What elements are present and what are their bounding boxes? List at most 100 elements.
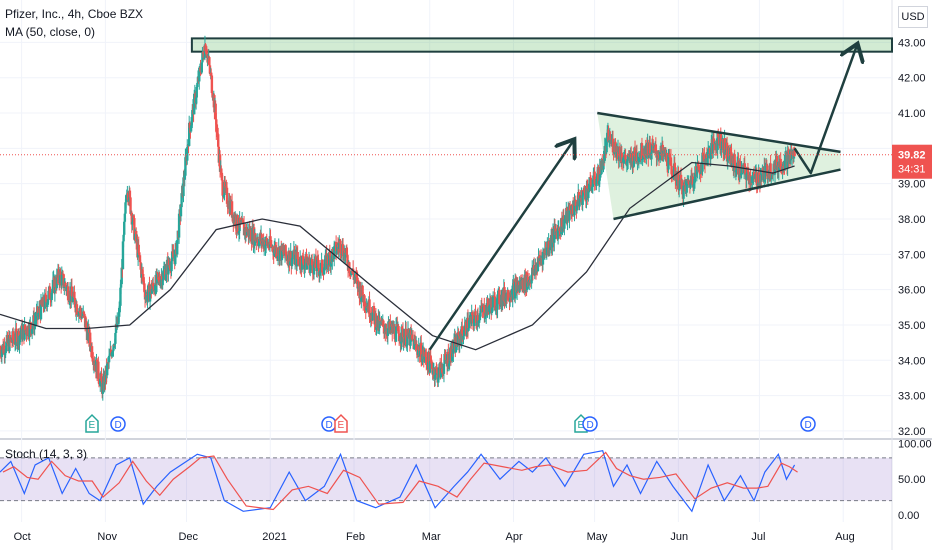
x-tick-label: Feb	[346, 531, 365, 543]
earnings-marker[interactable]	[334, 413, 348, 433]
candle	[370, 315, 373, 319]
candle	[444, 355, 448, 361]
candle	[673, 163, 676, 168]
stoch-tick-label: 0.00	[898, 510, 919, 522]
candle	[587, 188, 590, 199]
candle	[329, 258, 333, 267]
candle	[614, 141, 617, 153]
candle	[132, 215, 135, 219]
candle	[683, 183, 687, 187]
lower-trendline	[613, 168, 841, 221]
dividend-marker[interactable]	[110, 416, 126, 432]
candle	[592, 175, 595, 185]
candle	[389, 327, 393, 330]
earnings-marker[interactable]	[85, 413, 99, 433]
candle	[101, 383, 104, 394]
candle	[726, 159, 729, 162]
candle	[396, 324, 399, 327]
candle	[744, 166, 747, 175]
ma-legend[interactable]: MA (50, close, 0)	[5, 25, 96, 39]
candle	[261, 241, 264, 244]
candle	[208, 65, 212, 74]
candle	[769, 163, 772, 179]
candle	[606, 132, 609, 138]
candle	[719, 133, 722, 150]
candle	[141, 270, 144, 274]
candle	[336, 244, 339, 251]
candle	[493, 296, 497, 311]
candle	[481, 306, 485, 312]
y-tick-label: 36.00	[898, 285, 926, 297]
candle	[765, 164, 769, 166]
x-tick-label: Jun	[670, 531, 688, 543]
candle	[401, 329, 405, 343]
candle	[573, 200, 576, 216]
candle	[300, 255, 304, 270]
candle	[724, 149, 728, 153]
candle	[281, 244, 284, 251]
candle	[264, 237, 268, 245]
candle	[553, 226, 557, 231]
candle	[114, 333, 117, 344]
candle	[605, 137, 608, 153]
candle	[131, 221, 134, 225]
candle	[692, 184, 695, 187]
candle	[564, 217, 567, 219]
candle	[345, 248, 349, 255]
dividend-marker[interactable]	[582, 416, 598, 432]
candle	[498, 290, 501, 305]
candle	[159, 280, 163, 286]
candle	[563, 219, 566, 229]
candle	[97, 361, 100, 379]
candle	[499, 304, 502, 306]
candle	[146, 295, 149, 302]
candle	[317, 268, 321, 275]
stoch-legend[interactable]: Stoch (14, 3, 3)	[5, 447, 88, 461]
candle	[754, 173, 757, 179]
candle	[489, 299, 492, 305]
candle	[100, 373, 103, 382]
candle	[198, 67, 201, 82]
candle	[389, 321, 392, 330]
x-tick-label: Apr	[505, 531, 522, 543]
candle	[124, 199, 128, 203]
candle	[108, 354, 111, 356]
candle	[321, 272, 325, 274]
candle	[574, 199, 577, 206]
candle	[112, 344, 115, 351]
candle	[522, 279, 525, 290]
candle	[677, 189, 681, 191]
candle	[701, 152, 705, 157]
candle	[462, 333, 466, 336]
candle	[196, 82, 199, 87]
candle	[119, 284, 123, 288]
candle	[409, 329, 412, 346]
candle	[741, 166, 744, 168]
candle	[8, 335, 11, 352]
candle	[12, 331, 15, 340]
candle	[775, 156, 779, 171]
candle	[83, 313, 86, 316]
candle	[591, 184, 594, 187]
candle	[415, 344, 419, 351]
candle	[206, 55, 210, 59]
candle	[359, 286, 362, 302]
candle	[450, 360, 453, 362]
candle	[155, 272, 159, 284]
candle	[620, 152, 623, 163]
candle	[486, 298, 490, 307]
candle	[176, 240, 179, 255]
candle	[16, 341, 19, 346]
candle	[340, 254, 343, 256]
candle	[432, 370, 435, 375]
currency-button[interactable]: USD	[898, 6, 928, 28]
candle	[54, 279, 57, 288]
candle	[518, 285, 521, 290]
candle	[372, 306, 376, 313]
candle	[467, 320, 471, 328]
dividend-marker[interactable]	[800, 416, 816, 432]
candle	[177, 213, 181, 238]
candle	[545, 247, 548, 256]
candle	[556, 227, 560, 240]
